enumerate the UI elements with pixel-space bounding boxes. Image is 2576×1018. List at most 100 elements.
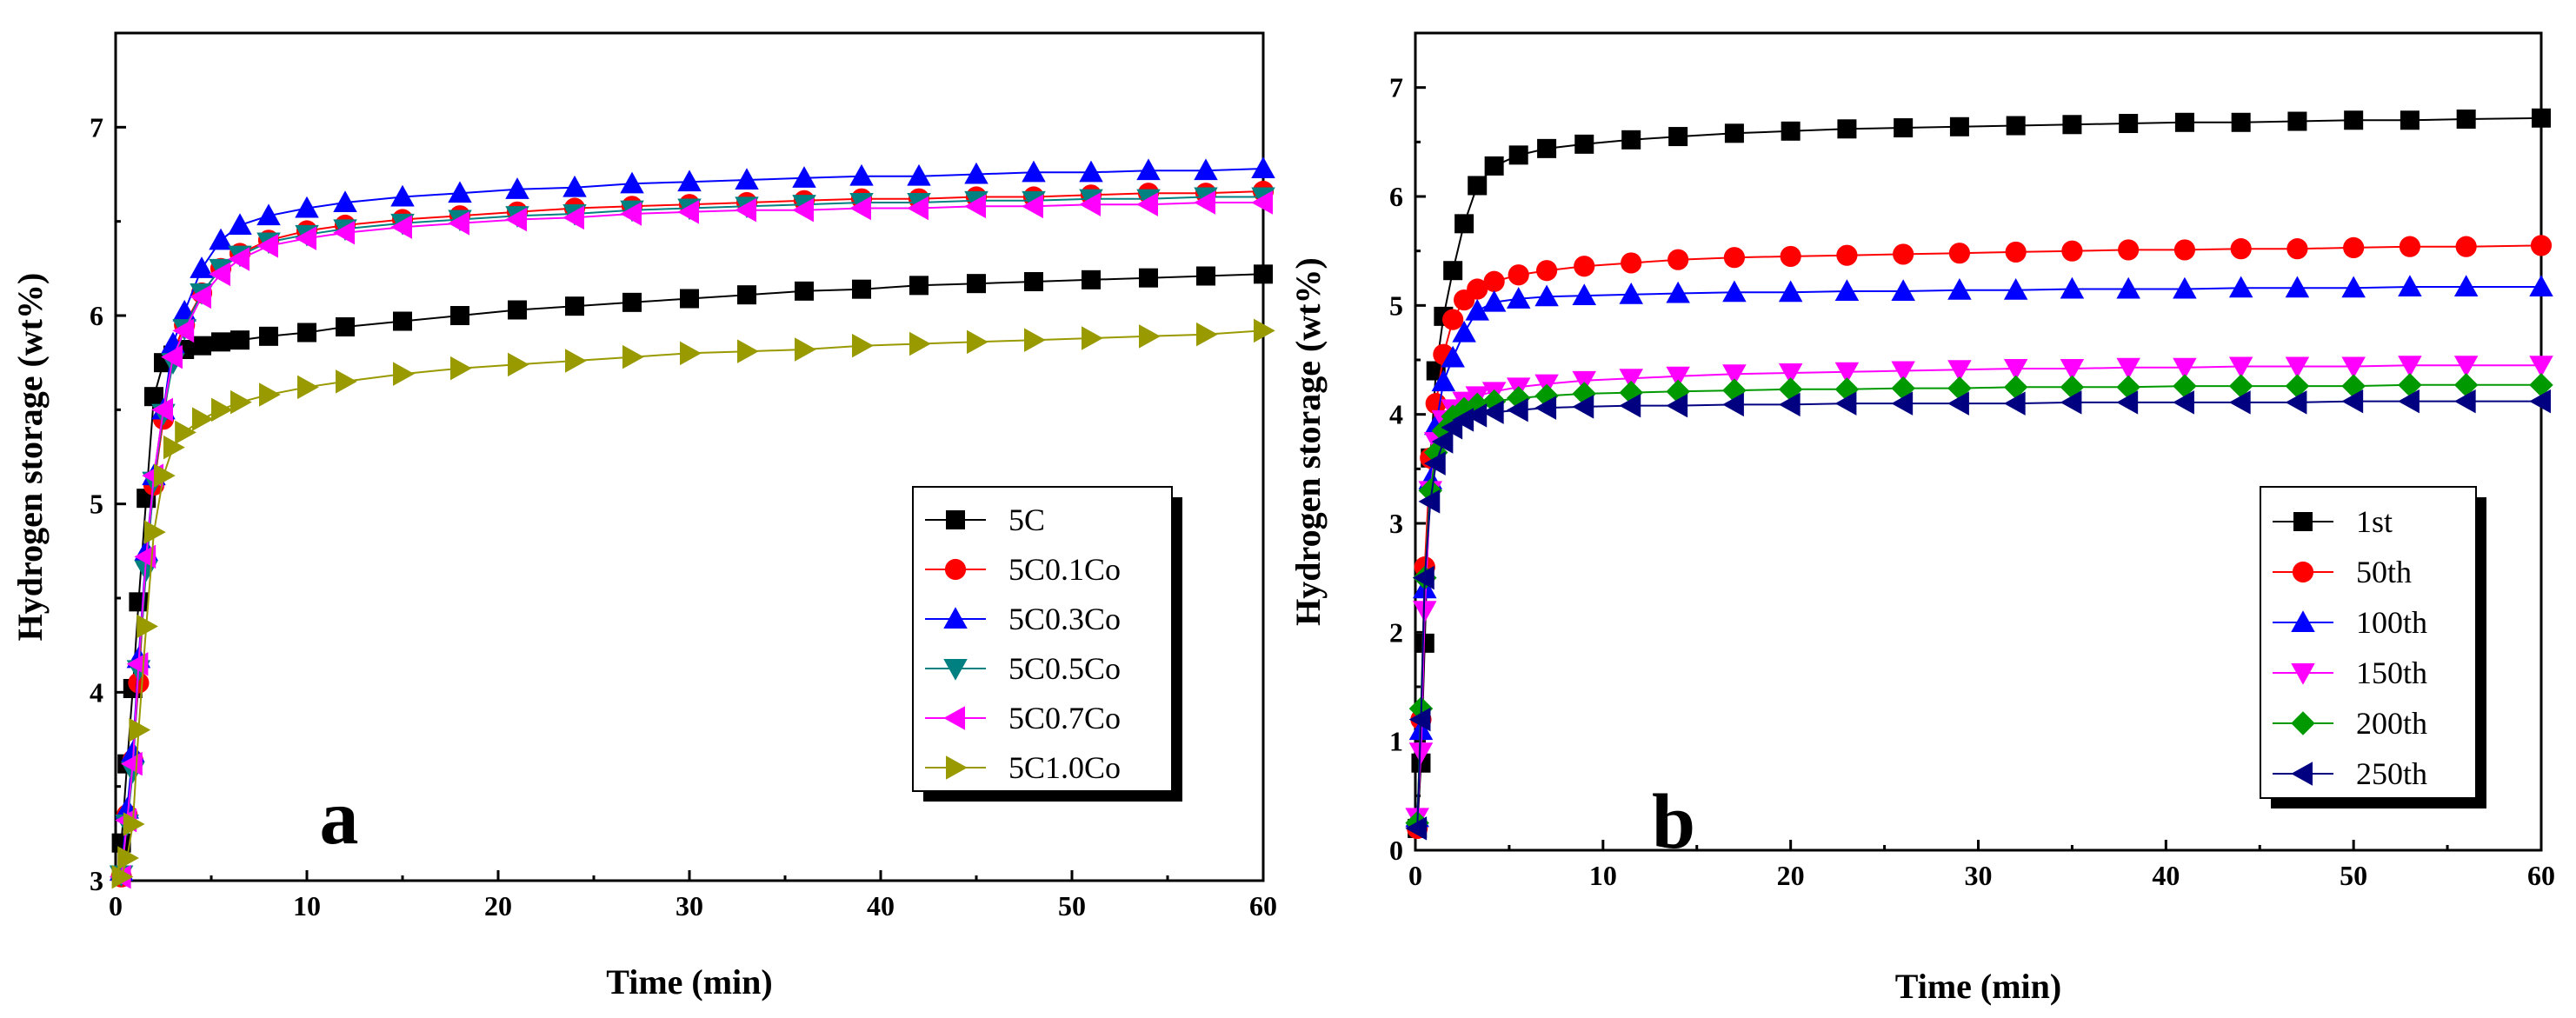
data-point [620, 171, 644, 194]
legend-label: 5C1.0Co [1008, 750, 1121, 785]
y-tick-label: 0 [1389, 835, 1403, 866]
y-tick-label: 2 [1389, 616, 1403, 648]
data-point [1483, 270, 1505, 292]
data-point [852, 333, 874, 358]
data-point [1619, 369, 1643, 391]
legend-label: 5C0.5Co [1008, 651, 1121, 686]
data-point [508, 352, 529, 377]
data-point [2343, 236, 2365, 259]
data-point [228, 213, 252, 235]
panel-label: a [320, 775, 359, 861]
data-point [562, 205, 584, 230]
chart-panel-b: 0 10 20 30 40 50 60 0 1 2 3 4 5 6 7 Time (min) Hydrogen … [1288, 31, 2555, 1006]
legend-label: 150th [2356, 655, 2427, 690]
data-point [2005, 241, 2027, 263]
data-point [2228, 390, 2251, 415]
data-point [1891, 279, 1915, 302]
data-point [1254, 264, 1273, 284]
data-point [1834, 391, 1857, 416]
x-tick-label: 50 [2340, 860, 2367, 891]
data-point [677, 170, 702, 192]
data-point [909, 331, 931, 356]
data-point [2060, 390, 2082, 415]
data-point [1136, 158, 1161, 181]
data-point [1778, 363, 1803, 385]
y-tick-label: 4 [1389, 399, 1403, 430]
data-point [336, 369, 357, 394]
legend-marker [943, 659, 968, 681]
legend-label: 1st [2356, 504, 2393, 539]
data-point [680, 289, 699, 309]
x-tick-label: 0 [1408, 860, 1422, 891]
legend-marker [2291, 762, 2313, 786]
data-point [737, 339, 759, 363]
data-point [2285, 374, 2310, 398]
data-point [129, 717, 151, 742]
data-point [1723, 247, 1746, 269]
data-point [111, 864, 134, 889]
data-point [297, 375, 319, 400]
data-point [2006, 116, 2026, 136]
data-point [735, 197, 756, 223]
data-point [211, 397, 233, 423]
data-point [123, 812, 145, 836]
data-point [2003, 278, 2028, 300]
data-point [1947, 391, 1969, 416]
data-point [2173, 390, 2194, 415]
data-point [2532, 108, 2551, 128]
data-point [964, 162, 988, 184]
data-point [2116, 357, 2140, 380]
data-point [259, 326, 278, 346]
data-point [1254, 318, 1275, 343]
data-point [2453, 389, 2476, 414]
data-point [1413, 601, 1437, 623]
data-point [2286, 238, 2308, 260]
data-point [1484, 156, 1504, 176]
series-250th [1405, 389, 2551, 841]
data-point [2060, 359, 2085, 381]
data-point [1481, 400, 1504, 424]
data-point [677, 200, 699, 224]
series-100th [1405, 275, 2553, 828]
data-point [849, 163, 874, 186]
data-point [795, 337, 816, 362]
y-tick-label: 7 [1389, 72, 1403, 103]
x-tick-label: 50 [1058, 890, 1086, 922]
data-point [620, 202, 642, 226]
data-point [907, 163, 931, 186]
data-point [1619, 393, 1641, 418]
data-point [1442, 309, 1464, 330]
x-tick-label: 20 [484, 890, 512, 922]
data-point [792, 166, 816, 188]
data-point [448, 211, 469, 236]
legend-label: 5C0.1Co [1008, 552, 1121, 587]
data-point [2119, 114, 2139, 134]
data-point [297, 323, 316, 343]
data-point [1574, 256, 1595, 277]
data-point [144, 520, 166, 544]
legend-marker [2291, 711, 2315, 735]
data-point [2116, 276, 2140, 299]
data-point [1194, 158, 1218, 181]
legend-box [912, 486, 1173, 792]
data-point [209, 228, 233, 250]
data-point [737, 285, 756, 305]
data-point [1024, 328, 1046, 352]
data-point [134, 544, 156, 569]
data-point [622, 344, 644, 369]
y-tick-label: 6 [1389, 181, 1403, 212]
data-point [2398, 373, 2422, 397]
legend-label: 200th [2356, 706, 2427, 741]
data-point [1947, 278, 1972, 300]
data-point [1508, 264, 1529, 286]
data-point [622, 292, 642, 312]
data-point [259, 383, 281, 407]
data-point [2061, 240, 2083, 262]
data-point [151, 397, 173, 423]
data-point [2228, 374, 2253, 398]
legend-label: 100th [2356, 605, 2427, 640]
data-point [1465, 298, 1489, 321]
data-point [2285, 276, 2310, 298]
data-point [1139, 268, 1158, 288]
data-point [448, 181, 472, 203]
